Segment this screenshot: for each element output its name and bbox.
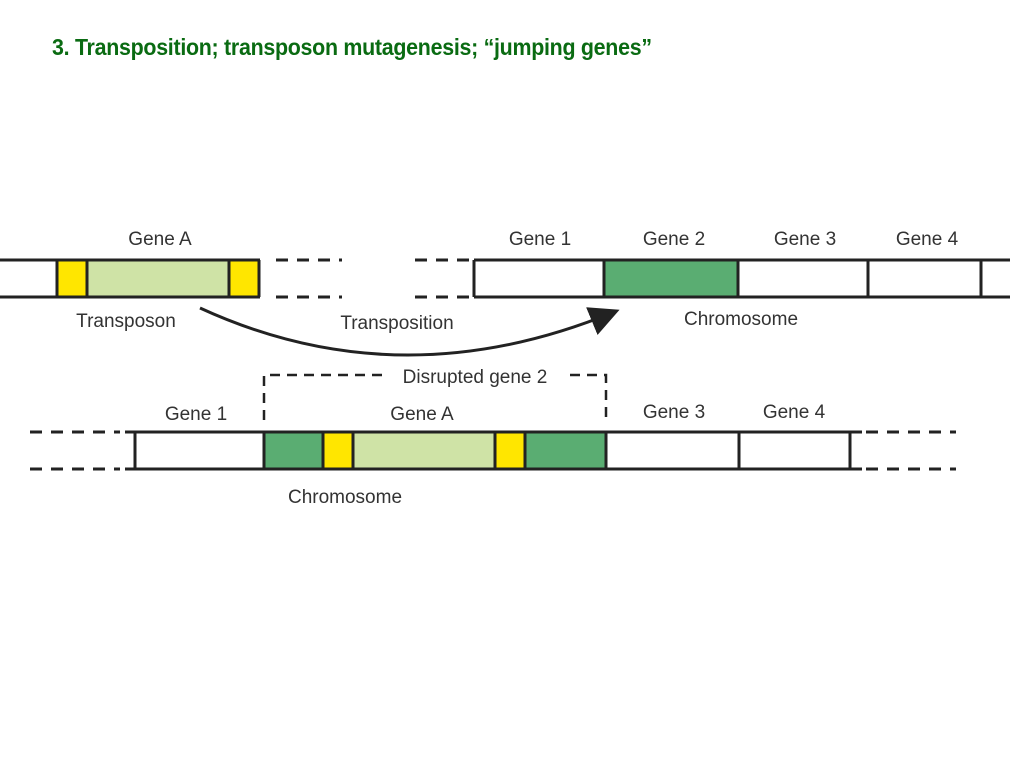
inserted-transposon: [353, 432, 495, 469]
transposon-body: [87, 260, 229, 297]
top-gene-4-label: Gene 4: [896, 229, 959, 250]
gene-2-segment: [604, 260, 738, 297]
left-inverted-repeat: [323, 432, 353, 469]
right-inverted-repeat: [229, 260, 259, 297]
disrupted-gene-label: Disrupted gene 2: [403, 367, 548, 388]
transposition-label: Transposition: [340, 313, 453, 334]
disrupted-bracket-left: [262, 373, 382, 420]
bottom-gene-4-label: Gene 4: [763, 402, 826, 423]
gene-2-right-fragment: [525, 432, 606, 469]
top-gene-3-label: Gene 3: [774, 229, 836, 250]
top-gene-2-label: Gene 2: [643, 229, 705, 250]
slide-title: 3. Transposition; transposon mutagenesis…: [52, 34, 652, 60]
transposon-label: Transposon: [76, 311, 176, 332]
gene-2-left-fragment: [264, 432, 323, 469]
bottom-gene-a-label: Gene A: [390, 404, 454, 425]
bottom-gene-3-label: Gene 3: [643, 402, 705, 423]
top-chromosome-label: Chromosome: [684, 309, 798, 330]
disrupted-bracket-right: [570, 373, 608, 420]
disrupted-chromosome: [30, 430, 956, 471]
target-chromosome: [415, 258, 1010, 299]
transposition-arrow: [199, 306, 620, 357]
bottom-chromosome-label: Chromosome: [288, 487, 402, 508]
transposon-segment: [0, 258, 342, 299]
bottom-gene-1-label: Gene 1: [165, 404, 227, 425]
right-inverted-repeat: [495, 432, 525, 469]
transposon-gene-label: Gene A: [128, 229, 192, 250]
top-gene-1-label: Gene 1: [509, 229, 571, 250]
left-inverted-repeat: [57, 260, 87, 297]
